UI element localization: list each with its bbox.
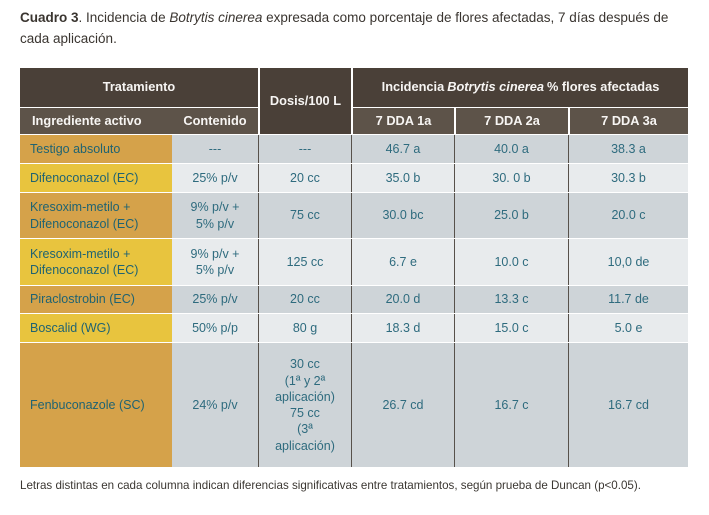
caption-text-pre: . Incidencia de — [78, 10, 170, 25]
header-incidencia-pre: Incidencia — [381, 79, 445, 95]
header-incidencia-post: % flores afectadas — [546, 79, 660, 95]
table-caption: Cuadro 3. Incidencia de Botrytis cinerea… — [20, 8, 692, 50]
row-ingrediente: Testigo absoluto — [20, 135, 172, 163]
caption-label: Cuadro 3 — [20, 10, 79, 25]
row-contenido: 24% p/v — [172, 343, 258, 467]
table-footnote: Letras distintas en cada columna indican… — [20, 479, 641, 492]
caption-species-italic: Botrytis cinerea — [169, 10, 263, 25]
row-dda2: 30. 0 b — [454, 164, 568, 192]
row-contenido: 50% p/p — [172, 314, 258, 342]
row-dosis: 30 cc (1ª y 2ª aplicación) 75 cc (3ª apl… — [258, 343, 351, 467]
row-dda3: 30.3 b — [568, 164, 688, 192]
row-contenido: 25% p/v — [172, 286, 258, 313]
row-dda2: 13.3 c — [454, 286, 568, 313]
row-dda3: 20.0 c — [568, 193, 688, 238]
row-dda1: 18.3 d — [351, 314, 454, 342]
caption-text-post: expresada como porcentaje de flores afec… — [20, 10, 669, 46]
header-tratamiento: Tratamiento — [20, 68, 258, 107]
row-dosis: 20 cc — [258, 286, 351, 313]
header-contenido: Contenido — [172, 108, 258, 134]
row-dda3: 5.0 e — [568, 314, 688, 342]
results-table: Tratamiento Dosis/100 L Incidencia Botry… — [20, 68, 688, 467]
row-dda1: 6.7 e — [351, 239, 454, 285]
row-dosis: 80 g — [258, 314, 351, 342]
row-dosis: 125 cc — [258, 239, 351, 285]
header-dda-3: 7 DDA 3a — [568, 108, 688, 134]
row-ingrediente: Fenbuconazole (SC) — [20, 343, 172, 467]
row-ingrediente: Kresoxim-metilo + Difenoconazol (EC) — [20, 239, 172, 285]
row-dosis: 20 cc — [258, 164, 351, 192]
row-dda2: 25.0 b — [454, 193, 568, 238]
row-dda1: 35.0 b — [351, 164, 454, 192]
row-dda3: 11.7 de — [568, 286, 688, 313]
row-ingrediente: Kresoxim-metilo + Difenoconazol (EC) — [20, 193, 172, 238]
row-dda1: 30.0 bc — [351, 193, 454, 238]
row-dosis: --- — [258, 135, 351, 163]
row-contenido: 25% p/v — [172, 164, 258, 192]
row-dda3: 10,0 de — [568, 239, 688, 285]
row-contenido: --- — [172, 135, 258, 163]
header-dda-1: 7 DDA 1a — [351, 108, 454, 134]
row-dosis: 75 cc — [258, 193, 351, 238]
header-incidencia: Incidencia Botrytis cinerea % flores afe… — [351, 68, 688, 107]
row-dda1: 46.7 a — [351, 135, 454, 163]
row-dda1: 26.7 cd — [351, 343, 454, 467]
row-contenido: 9% p/v + 5% p/v — [172, 239, 258, 285]
row-dda3: 38.3 a — [568, 135, 688, 163]
row-dda2: 10.0 c — [454, 239, 568, 285]
row-ingrediente: Difenoconazol (EC) — [20, 164, 172, 192]
row-dda3: 16.7 cd — [568, 343, 688, 467]
row-ingrediente: Piraclostrobin (EC) — [20, 286, 172, 313]
row-dda2: 40.0 a — [454, 135, 568, 163]
header-dda-2: 7 DDA 2a — [454, 108, 568, 134]
header-ingrediente-activo: Ingrediente activo — [20, 108, 172, 134]
row-dda2: 15.0 c — [454, 314, 568, 342]
header-incidencia-species: Botrytis cinerea — [447, 79, 544, 95]
header-dosis: Dosis/100 L — [258, 68, 351, 134]
row-dda2: 16.7 c — [454, 343, 568, 467]
row-ingrediente: Boscalid (WG) — [20, 314, 172, 342]
row-dda1: 20.0 d — [351, 286, 454, 313]
row-contenido: 9% p/v + 5% p/v — [172, 193, 258, 238]
